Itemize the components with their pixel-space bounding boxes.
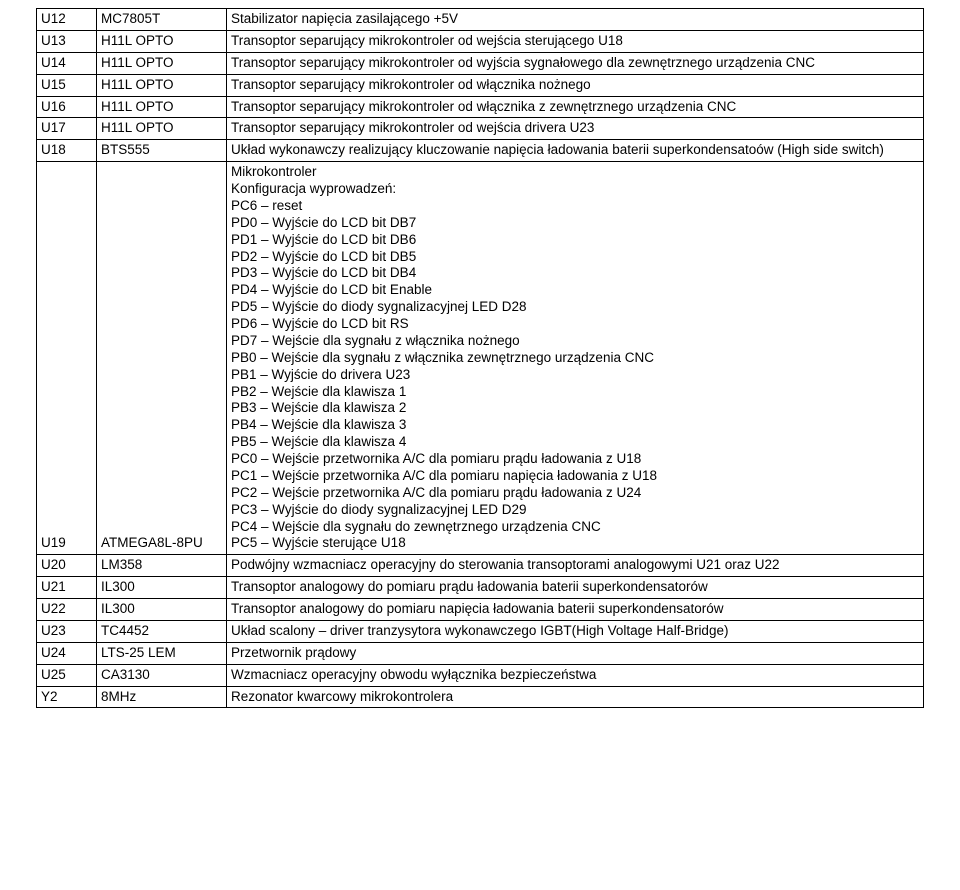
cell-ref: U21: [37, 577, 97, 599]
cell-part: IL300: [97, 577, 227, 599]
cell-desc: Transoptor separujący mikrokontroler od …: [227, 30, 924, 52]
cell-desc: Układ wykonawczy realizujący kluczowanie…: [227, 140, 924, 162]
cell-desc: Transoptor separujący mikrokontroler od …: [227, 118, 924, 140]
table-row: U16H11L OPTOTransoptor separujący mikrok…: [37, 96, 924, 118]
table-row: U22IL300Transoptor analogowy do pomiaru …: [37, 599, 924, 621]
cell-ref: Y2: [37, 686, 97, 708]
cell-desc: Podwójny wzmacniacz operacyjny do sterow…: [227, 555, 924, 577]
cell-part: CA3130: [97, 664, 227, 686]
table-row: U18BTS555Układ wykonawczy realizujący kl…: [37, 140, 924, 162]
cell-ref: U18: [37, 140, 97, 162]
cell-desc: Układ scalony – driver tranzysytora wyko…: [227, 620, 924, 642]
table-row: U13H11L OPTOTransoptor separujący mikrok…: [37, 30, 924, 52]
cell-ref: U13: [37, 30, 97, 52]
cell-part: H11L OPTO: [97, 118, 227, 140]
table-row: U25CA3130Wzmacniacz operacyjny obwodu wy…: [37, 664, 924, 686]
table-row: U14H11L OPTOTransoptor separujący mikrok…: [37, 52, 924, 74]
cell-ref: U22: [37, 599, 97, 621]
cell-ref: U12: [37, 9, 97, 31]
cell-ref: U17: [37, 118, 97, 140]
table-row: U21IL300Transoptor analogowy do pomiaru …: [37, 577, 924, 599]
cell-part: ATMEGA8L-8PU: [97, 162, 227, 555]
cell-desc: Mikrokontroler Konfiguracja wyprowadzeń:…: [227, 162, 924, 555]
cell-desc: Stabilizator napięcia zasilającego +5V: [227, 9, 924, 31]
cell-part: TC4452: [97, 620, 227, 642]
cell-desc: Przetwornik prądowy: [227, 642, 924, 664]
table-row: Y28MHzRezonator kwarcowy mikrokontrolera: [37, 686, 924, 708]
table-row: U23TC4452Układ scalony – driver tranzysy…: [37, 620, 924, 642]
parts-table: U12MC7805TStabilizator napięcia zasilają…: [36, 8, 924, 708]
table-row: U15H11L OPTOTransoptor separujący mikrok…: [37, 74, 924, 96]
cell-ref: U23: [37, 620, 97, 642]
cell-part: H11L OPTO: [97, 74, 227, 96]
cell-ref: U24: [37, 642, 97, 664]
cell-part: LM358: [97, 555, 227, 577]
cell-desc: Transoptor separujący mikrokontroler od …: [227, 96, 924, 118]
table-row: U24LTS-25 LEMPrzetwornik prądowy: [37, 642, 924, 664]
cell-desc: Wzmacniacz operacyjny obwodu wyłącznika …: [227, 664, 924, 686]
cell-ref: U16: [37, 96, 97, 118]
cell-part: H11L OPTO: [97, 96, 227, 118]
cell-ref: U25: [37, 664, 97, 686]
page: U12MC7805TStabilizator napięcia zasilają…: [0, 0, 960, 728]
cell-desc: Rezonator kwarcowy mikrokontrolera: [227, 686, 924, 708]
parts-table-body: U12MC7805TStabilizator napięcia zasilają…: [37, 9, 924, 708]
cell-ref: U19: [37, 162, 97, 555]
table-row: U19ATMEGA8L-8PUMikrokontroler Konfigurac…: [37, 162, 924, 555]
table-row: U20LM358Podwójny wzmacniacz operacyjny d…: [37, 555, 924, 577]
cell-desc: Transoptor analogowy do pomiaru napięcia…: [227, 599, 924, 621]
cell-ref: U20: [37, 555, 97, 577]
cell-part: IL300: [97, 599, 227, 621]
cell-desc: Transoptor separujący mikrokontroler od …: [227, 52, 924, 74]
cell-part: H11L OPTO: [97, 30, 227, 52]
cell-ref: U14: [37, 52, 97, 74]
cell-desc: Transoptor separujący mikrokontroler od …: [227, 74, 924, 96]
cell-part: BTS555: [97, 140, 227, 162]
cell-part: MC7805T: [97, 9, 227, 31]
cell-ref: U15: [37, 74, 97, 96]
table-row: U17H11L OPTOTransoptor separujący mikrok…: [37, 118, 924, 140]
cell-part: LTS-25 LEM: [97, 642, 227, 664]
cell-desc: Transoptor analogowy do pomiaru prądu ła…: [227, 577, 924, 599]
table-row: U12MC7805TStabilizator napięcia zasilają…: [37, 9, 924, 31]
cell-part: 8MHz: [97, 686, 227, 708]
cell-part: H11L OPTO: [97, 52, 227, 74]
